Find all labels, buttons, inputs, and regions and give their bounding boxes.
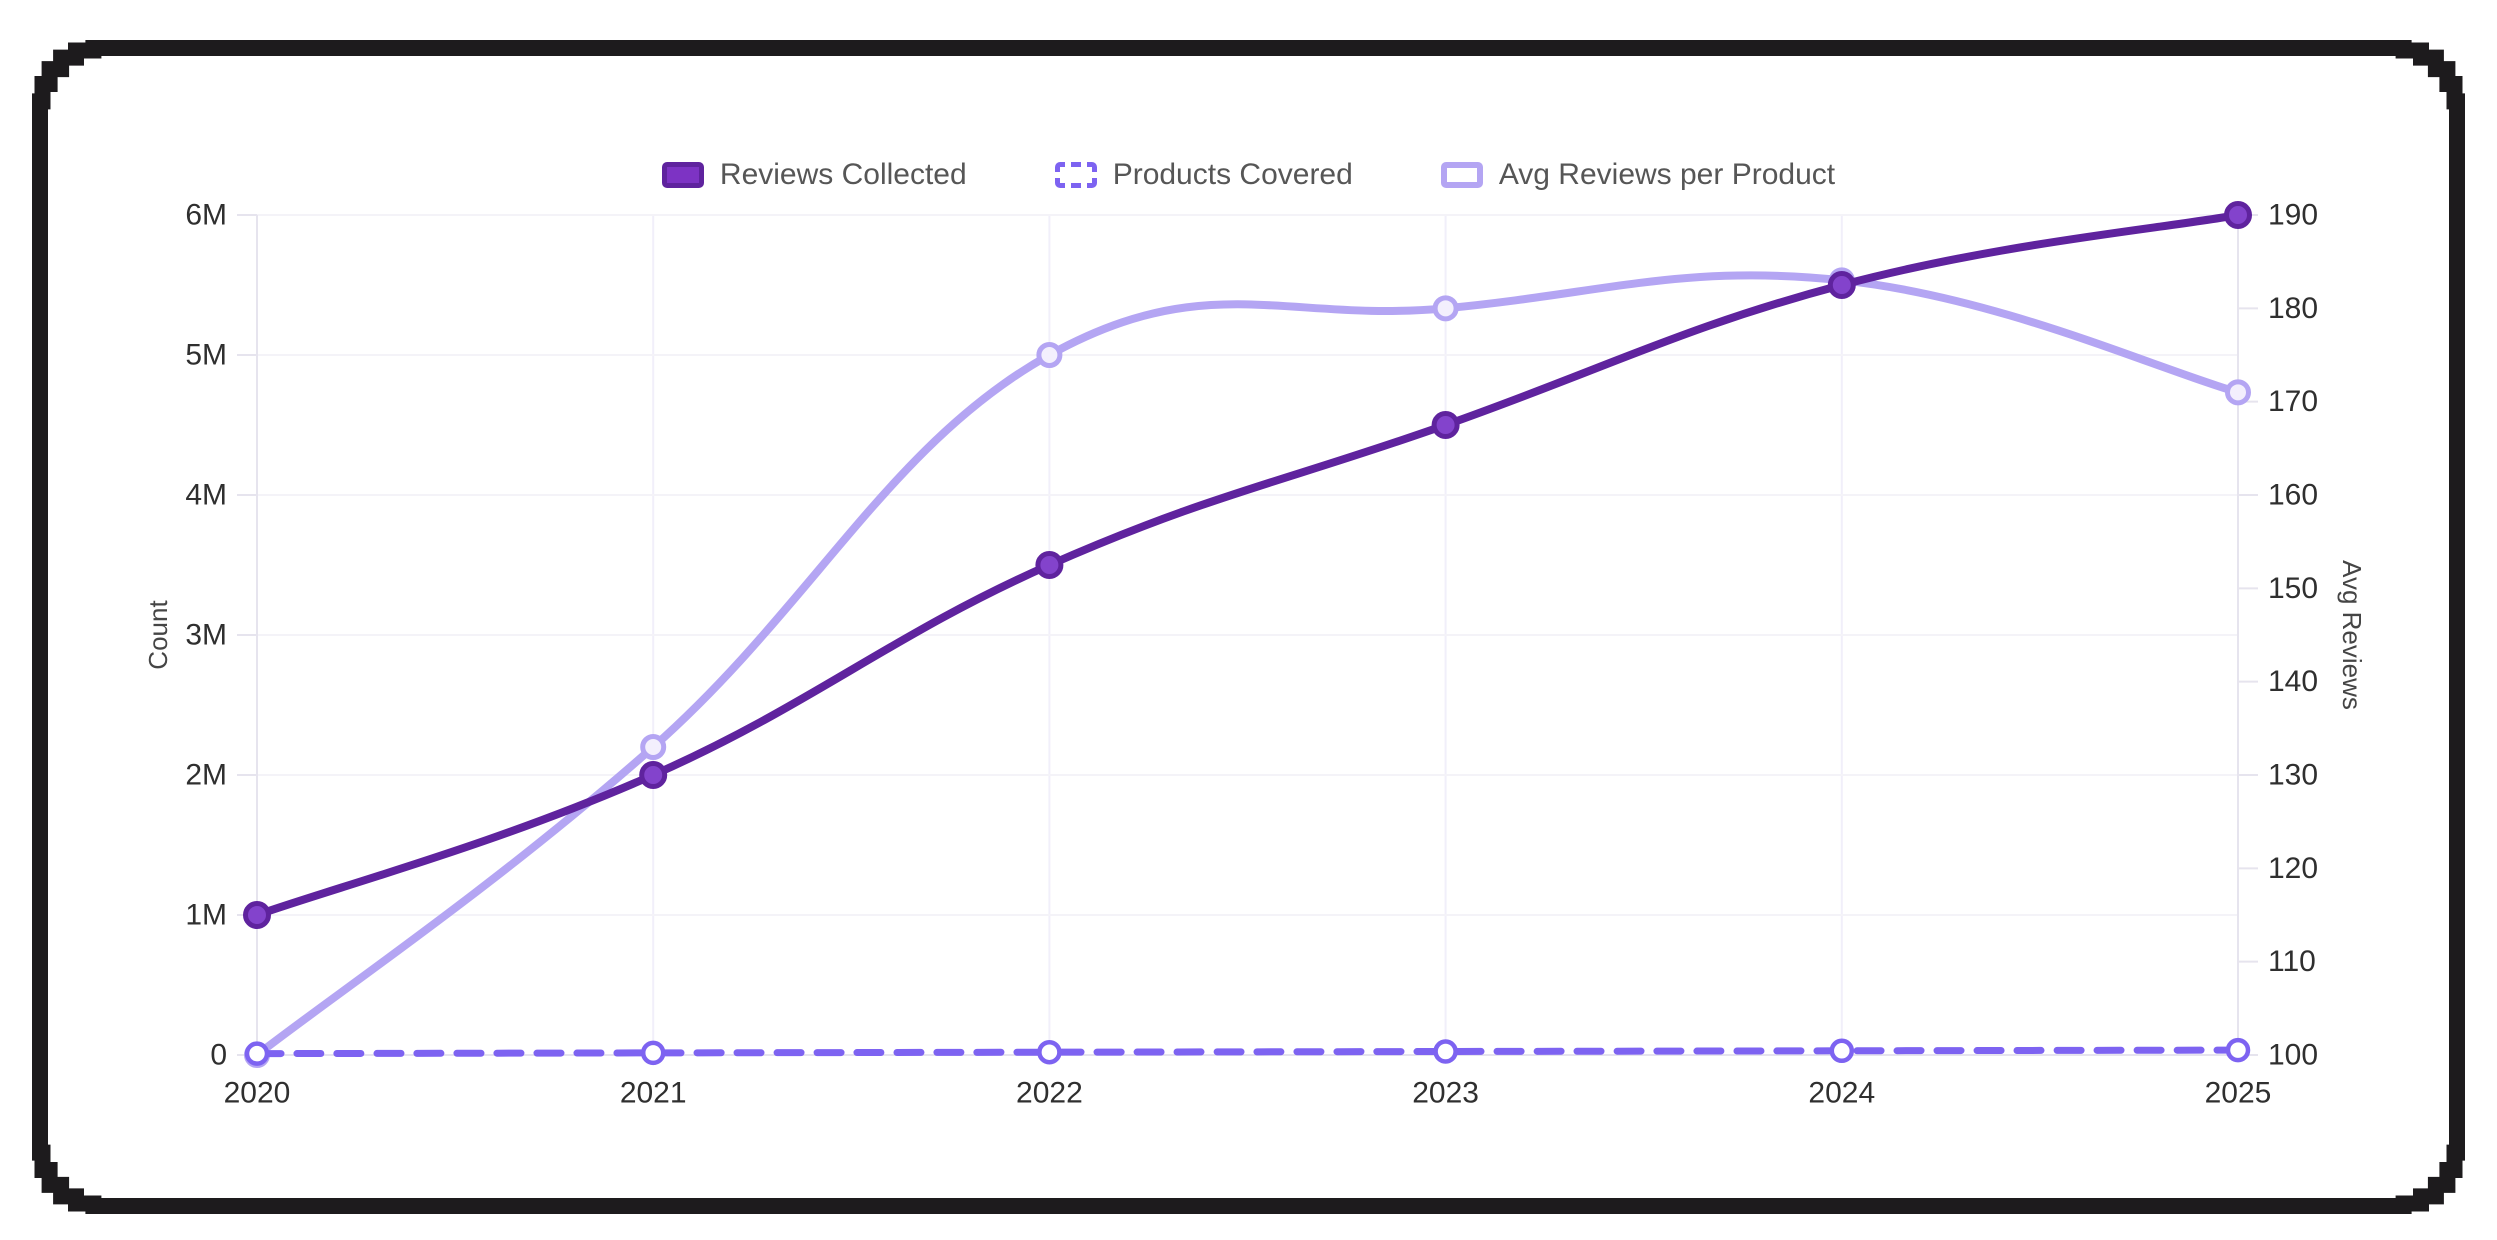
right-axis-tick-label: 160 [2268, 479, 2318, 512]
legend-swatch-avg-reviews-per-product-icon [1440, 162, 1483, 188]
right-axis-tick-label: 130 [2268, 759, 2318, 792]
left-axis-tick-label: 1M [185, 899, 227, 932]
left-axis-tick-label: 0 [210, 1039, 227, 1072]
left-axis-tick-label: 2M [185, 759, 227, 792]
left-axis-tick-label: 6M [185, 199, 227, 232]
right-axis-tick-label: 110 [2268, 945, 2316, 978]
data-point-products-covered-2024[interactable] [1829, 1038, 1855, 1064]
data-point-reviews-collected-2023[interactable] [1431, 411, 1460, 439]
series-line-reviews-collected [253, 211, 2242, 919]
right-axis-tick-label: 120 [2268, 852, 2318, 885]
chart-legend: Reviews Collected Products Covered Avg R… [0, 160, 2497, 190]
legend-swatch-products-covered-icon [1054, 162, 1097, 188]
legend-label-reviews-collected: Reviews Collected [719, 158, 967, 191]
x-axis-label-2024: 2024 [1808, 1077, 1875, 1110]
data-point-reviews-collected-2024[interactable] [1827, 271, 1856, 299]
x-axis-label-2021: 2021 [620, 1077, 687, 1110]
data-point-products-covered-2021[interactable] [640, 1040, 666, 1066]
series-line-avg-reviews-per-product [253, 271, 2242, 1059]
right-axis-tick-label: 170 [2268, 385, 2318, 418]
x-axis-label-2025: 2025 [2205, 1077, 2272, 1110]
right-axis-tick-label: 140 [2268, 665, 2318, 698]
legend-swatch-reviews-collected-icon [661, 162, 704, 188]
data-point-reviews-collected-2020[interactable] [243, 901, 271, 929]
x-axis-label-2022: 2022 [1016, 1077, 1083, 1110]
right-axis-tick-label: 150 [2268, 572, 2318, 605]
data-point-products-covered-2022[interactable] [1037, 1039, 1062, 1065]
data-point-avg-reviews-per-product-2023[interactable] [1432, 295, 1459, 322]
left-axis-tick-label: 4M [185, 479, 227, 512]
left-axis-tick-label: 5M [185, 339, 227, 372]
legend-label-avg-reviews-per-product: Avg Reviews per Product [1498, 158, 1836, 191]
data-point-reviews-collected-2022[interactable] [1035, 551, 1064, 579]
x-axis-label-2023: 2023 [1412, 1077, 1479, 1110]
right-axis-tick-label: 100 [2268, 1039, 2318, 1072]
data-point-reviews-collected-2025[interactable] [2224, 201, 2252, 229]
data-point-avg-reviews-per-product-2022[interactable] [1036, 342, 1063, 368]
legend-item-avg-reviews-per-product[interactable]: Avg Reviews per Product [1440, 158, 1836, 191]
data-point-reviews-collected-2021[interactable] [639, 761, 668, 789]
x-axis-label-2020: 2020 [224, 1077, 291, 1110]
right-axis-tick-label: 180 [2268, 292, 2318, 325]
right-axis-tick-label: 190 [2268, 199, 2318, 232]
data-point-products-covered-2020[interactable] [244, 1041, 270, 1066]
left-axis-tick-label: 3M [185, 619, 227, 652]
legend-item-products-covered[interactable]: Products Covered [1054, 158, 1353, 191]
data-point-avg-reviews-per-product-2021[interactable] [640, 734, 667, 760]
data-point-products-covered-2025[interactable] [2225, 1037, 2251, 1063]
data-point-products-covered-2023[interactable] [1433, 1039, 1458, 1064]
right-axis-title: Avg Reviews [2337, 560, 2367, 710]
legend-item-reviews-collected[interactable]: Reviews Collected [661, 158, 967, 191]
data-point-avg-reviews-per-product-2025[interactable] [2225, 379, 2251, 406]
legend-label-products-covered: Products Covered [1112, 158, 1353, 191]
left-axis-title: Count [143, 600, 173, 670]
series-line-products-covered [253, 1046, 2242, 1058]
